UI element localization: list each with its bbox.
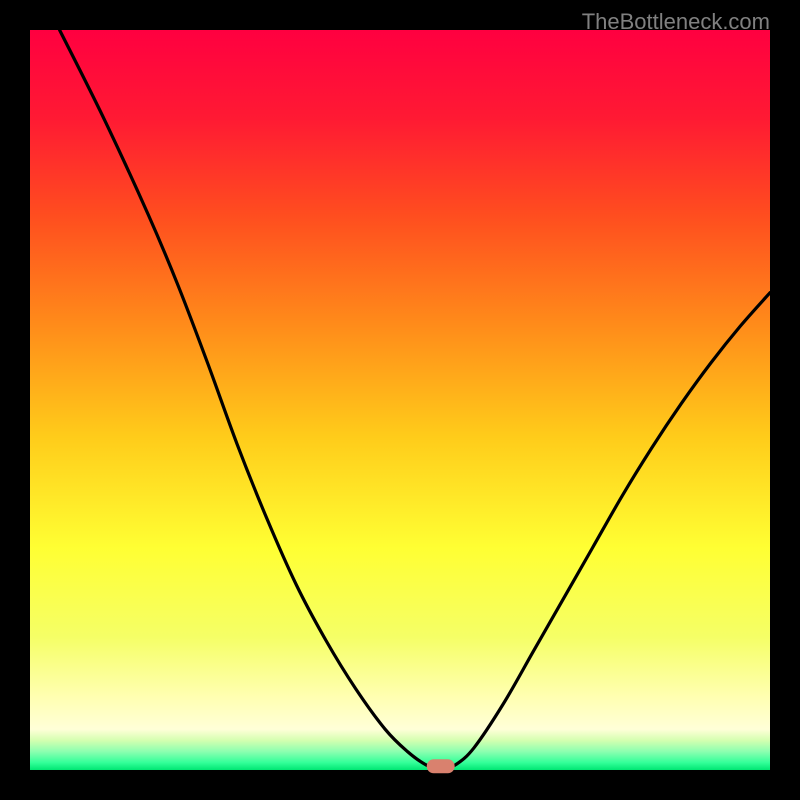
optimal-marker — [427, 759, 455, 773]
chart-svg — [0, 0, 800, 800]
chart-stage: TheBottleneck.com — [0, 0, 800, 800]
watermark-text: TheBottleneck.com — [582, 9, 770, 35]
plot-background-gradient — [30, 30, 770, 770]
